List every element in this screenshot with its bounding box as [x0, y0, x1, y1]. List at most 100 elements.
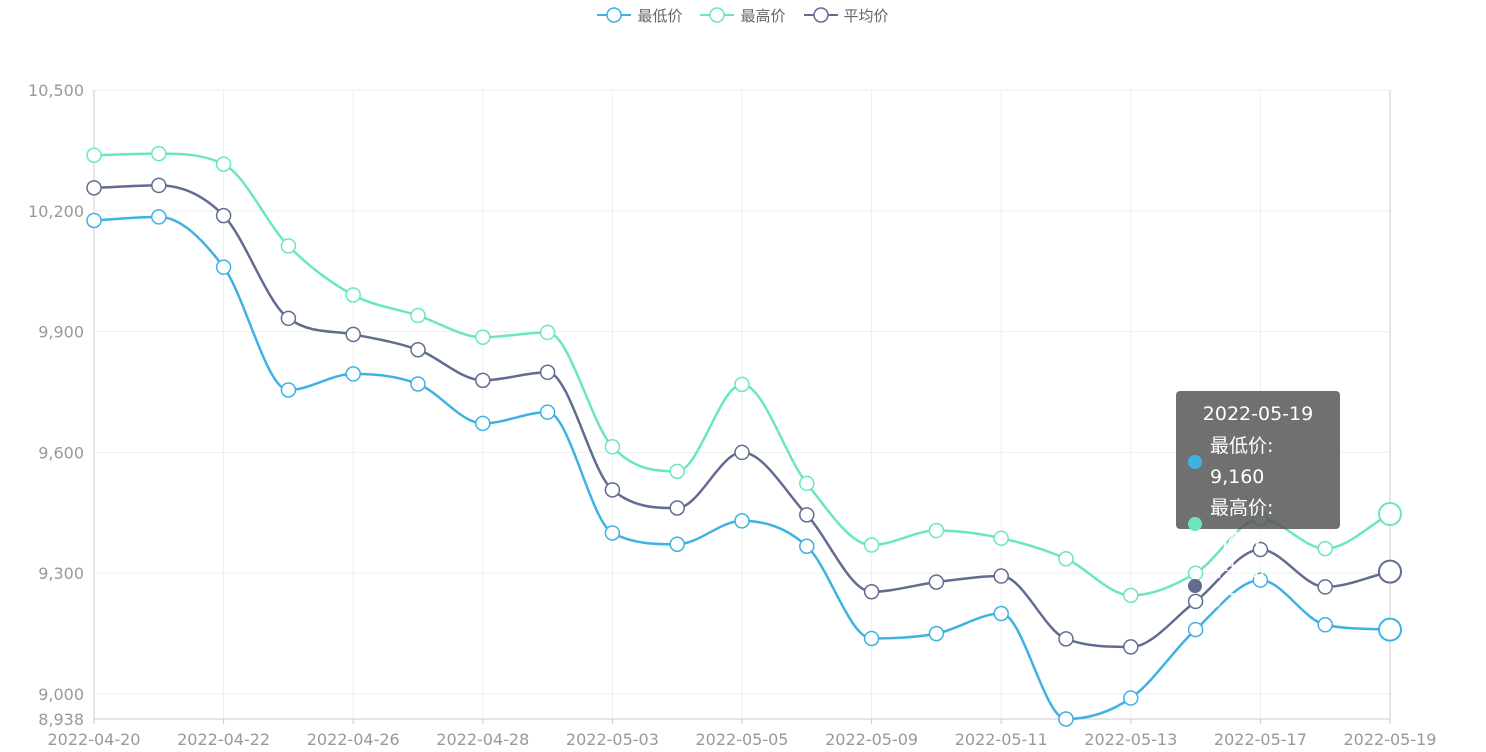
data-point-avg[interactable] — [669, 500, 685, 516]
legend-item-max[interactable]: 最高价 — [700, 5, 786, 26]
data-point-max[interactable] — [215, 156, 232, 172]
y-tick-label: 9,000 — [38, 685, 84, 704]
legend-label-max: 最高价 — [740, 6, 786, 25]
data-point-avg[interactable] — [1187, 593, 1204, 610]
data-point-max[interactable] — [1378, 502, 1402, 527]
x-tick-label: 2022-04-26 — [307, 730, 400, 749]
data-point-min[interactable] — [151, 209, 167, 225]
tooltip-avg-text: 平均价: 9,304 — [1210, 559, 1274, 612]
data-point-max[interactable] — [734, 376, 750, 393]
data-point-min[interactable] — [799, 538, 815, 554]
data-point-min[interactable] — [1252, 572, 1269, 588]
data-point-avg[interactable] — [539, 364, 556, 381]
data-point-min[interactable] — [1058, 711, 1074, 727]
data-point-min[interactable] — [1123, 690, 1139, 706]
data-point-min[interactable] — [215, 259, 232, 275]
data-point-avg[interactable] — [928, 574, 945, 590]
legend-label-min: 最低价 — [637, 6, 683, 25]
y-tick-label: 10,500 — [28, 81, 84, 100]
x-tick-label: 2022-05-19 — [1344, 730, 1437, 749]
tooltip-avg-dot-icon — [1188, 579, 1202, 593]
legend-item-min[interactable]: 最低价 — [597, 5, 682, 26]
data-point-max[interactable] — [280, 238, 297, 254]
data-point-avg[interactable] — [280, 310, 297, 327]
data-point-min[interactable] — [928, 625, 945, 642]
grid-lines — [94, 89, 1390, 719]
data-point-min[interactable] — [993, 605, 1009, 622]
x-tick-label: 2022-04-20 — [48, 730, 141, 749]
data-point-min[interactable] — [280, 382, 297, 398]
data-point-max[interactable] — [86, 147, 102, 163]
y-tick-label: 9,300 — [38, 564, 84, 583]
axes: 8,938 9,000 9,300 9,600 9,900 10,200 10,500 202… — [28, 81, 1436, 749]
data-point-avg[interactable] — [215, 207, 232, 224]
data-point-avg[interactable] — [151, 177, 167, 194]
data-point-avg[interactable] — [734, 444, 750, 461]
data-point-avg[interactable] — [1317, 579, 1333, 595]
tooltip-row-avg: 平均价: 9,304 — [1188, 555, 1328, 617]
legend: 最低价 最高价 平均价 — [0, 4, 1486, 26]
x-tick-label: 2022-04-28 — [436, 730, 529, 749]
data-point-max[interactable] — [151, 145, 167, 162]
data-point-min[interactable] — [1187, 621, 1204, 638]
data-point-min[interactable] — [539, 404, 556, 420]
data-point-avg[interactable] — [799, 507, 815, 523]
data-point-avg[interactable] — [1058, 631, 1074, 647]
data-point-max[interactable] — [345, 287, 361, 303]
data-point-min[interactable] — [86, 212, 102, 229]
data-point-avg[interactable] — [993, 568, 1009, 584]
data-points[interactable] — [86, 145, 1402, 727]
x-tick-label: 2022-05-05 — [696, 730, 789, 749]
x-tick-label: 2022-05-09 — [825, 730, 918, 749]
data-point-max[interactable] — [993, 530, 1009, 546]
data-point-avg[interactable] — [1378, 559, 1402, 584]
data-point-max[interactable] — [669, 463, 685, 480]
data-point-avg[interactable] — [475, 372, 491, 389]
data-point-max[interactable] — [475, 329, 491, 346]
x-tick-label: 2022-05-17 — [1214, 730, 1307, 749]
data-point-avg[interactable] — [1252, 541, 1269, 558]
legend-item-avg[interactable]: 平均价 — [803, 5, 889, 26]
tooltip-row-min: 最低价: 9,160 — [1188, 431, 1328, 493]
y-tick-label: 8,938 — [38, 710, 84, 729]
x-tick-label: 2022-04-22 — [177, 730, 270, 749]
legend-max-icon — [700, 7, 735, 23]
data-point-max[interactable] — [1123, 587, 1139, 604]
y-tick-label: 9,600 — [38, 443, 84, 462]
data-point-avg[interactable] — [410, 341, 426, 358]
data-point-max[interactable] — [1058, 550, 1074, 567]
data-point-min[interactable] — [1317, 617, 1333, 633]
data-point-min[interactable] — [475, 415, 491, 432]
data-point-min[interactable] — [863, 630, 880, 647]
data-point-min[interactable] — [1378, 617, 1402, 642]
series-line-max — [93, 152, 1391, 597]
data-point-avg[interactable] — [863, 584, 880, 600]
x-tick-label: 2022-05-11 — [955, 730, 1048, 749]
y-tick-label: 9,900 — [38, 323, 84, 342]
tooltip: 2022-05-19 最低价: 9,160 最高价: 9,447 平均价: 9,… — [1176, 391, 1340, 612]
data-point-min[interactable] — [410, 376, 426, 392]
data-point-avg[interactable] — [345, 326, 361, 343]
tooltip-max-text: 最高价: 9,447 — [1210, 497, 1274, 550]
tooltip-row-max: 最高价: 9,447 — [1188, 493, 1328, 555]
data-point-min[interactable] — [734, 513, 750, 529]
data-point-avg[interactable] — [604, 482, 621, 498]
data-point-max[interactable] — [604, 439, 621, 455]
data-point-avg[interactable] — [1123, 639, 1139, 655]
tooltip-min-text: 最低价: 9,160 — [1210, 435, 1274, 488]
data-point-max[interactable] — [1317, 540, 1333, 557]
data-point-max[interactable] — [410, 307, 426, 324]
data-point-min[interactable] — [604, 525, 621, 541]
data-point-avg[interactable] — [86, 180, 102, 196]
data-point-max[interactable] — [928, 522, 945, 539]
y-tick-label: 10,200 — [28, 202, 84, 221]
data-point-max[interactable] — [863, 537, 880, 553]
data-point-min[interactable] — [345, 366, 361, 382]
tooltip-title: 2022-05-19 — [1202, 403, 1314, 425]
data-point-max[interactable] — [539, 324, 556, 341]
data-point-max[interactable] — [799, 475, 815, 492]
x-tick-label: 2022-05-03 — [566, 730, 659, 749]
legend-min-icon — [597, 7, 632, 23]
data-point-min[interactable] — [669, 536, 685, 552]
